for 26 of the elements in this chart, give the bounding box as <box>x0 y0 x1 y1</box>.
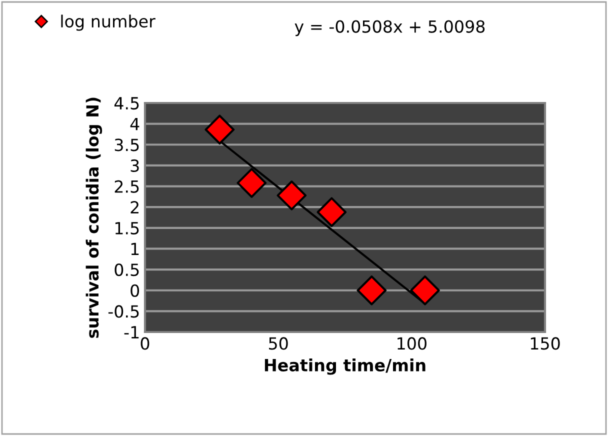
y-tick-label: 1 <box>131 242 139 256</box>
y-tick-label: -0.5 <box>108 305 139 318</box>
x-tick-label: 100 <box>398 337 426 350</box>
y-tick-label: 0.5 <box>114 264 139 276</box>
x-tick-label: 0 <box>140 337 150 350</box>
y-tick-label: 4.5 <box>114 97 139 110</box>
point <box>316 197 347 228</box>
legend-label: log number <box>61 14 156 31</box>
y-axis-title: survival of conidia (log N) <box>86 98 102 338</box>
y-tick-label: -1 <box>124 326 139 338</box>
point <box>410 275 440 306</box>
point <box>356 275 387 306</box>
x-tick-label: 150 <box>530 337 560 350</box>
y-tick-label: 2.5 <box>114 180 139 193</box>
y-tick-label: 1.5 <box>115 222 139 234</box>
point <box>276 180 307 210</box>
text: y = -0.0508x + 5.0098 <box>294 20 485 36</box>
x-tick-label: 50 <box>269 337 288 350</box>
y-tick-label: 3 <box>130 159 139 172</box>
y-tick-label: 3.5 <box>114 138 139 152</box>
y-tick-label: 4 <box>130 118 140 130</box>
y-tick-label: 2 <box>130 201 138 214</box>
y-tick-label: 0 <box>130 284 140 297</box>
point <box>204 114 235 145</box>
point <box>236 168 267 198</box>
x-axis-title: Heating time/min <box>264 358 426 375</box>
